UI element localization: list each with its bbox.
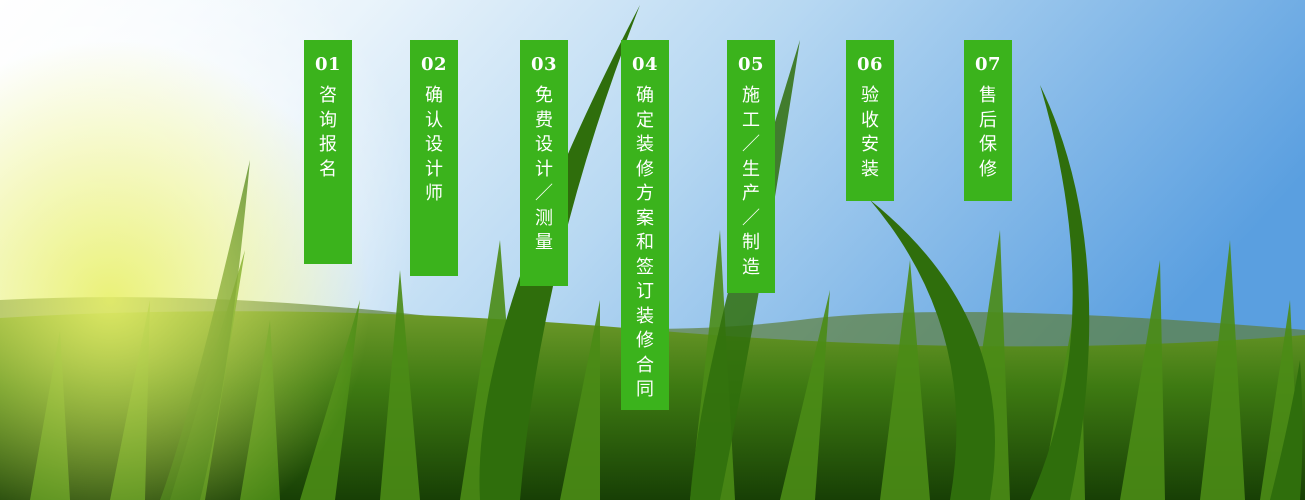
- step-label: 验收安装: [861, 85, 879, 180]
- step-label: 免费设计／测量: [535, 85, 553, 253]
- step-label: 确定装修方案和签订装修合同: [636, 85, 654, 400]
- step-label: 咨询报名: [319, 85, 337, 180]
- process-step-07[interactable]: 07 售后保修: [964, 40, 1012, 201]
- step-label: 确认设计师: [425, 85, 443, 204]
- process-step-06[interactable]: 06 验收安装: [846, 40, 894, 201]
- step-label: 施工／生产／制造: [742, 85, 760, 278]
- step-number: 04: [631, 54, 659, 75]
- process-step-04[interactable]: 04 确定装修方案和签订装修合同: [621, 40, 669, 410]
- process-step-03[interactable]: 03 免费设计／测量: [520, 40, 568, 286]
- process-step-01[interactable]: 01 咨询报名: [304, 40, 352, 264]
- process-step-02[interactable]: 02 确认设计师: [410, 40, 458, 276]
- step-number: 03: [530, 54, 558, 75]
- step-number: 02: [420, 54, 448, 75]
- step-number: 01: [314, 54, 342, 75]
- process-step-05[interactable]: 05 施工／生产／制造: [727, 40, 775, 293]
- step-number: 05: [737, 54, 765, 75]
- step-number: 06: [856, 54, 884, 75]
- step-label: 售后保修: [979, 85, 997, 180]
- step-number: 07: [974, 54, 1002, 75]
